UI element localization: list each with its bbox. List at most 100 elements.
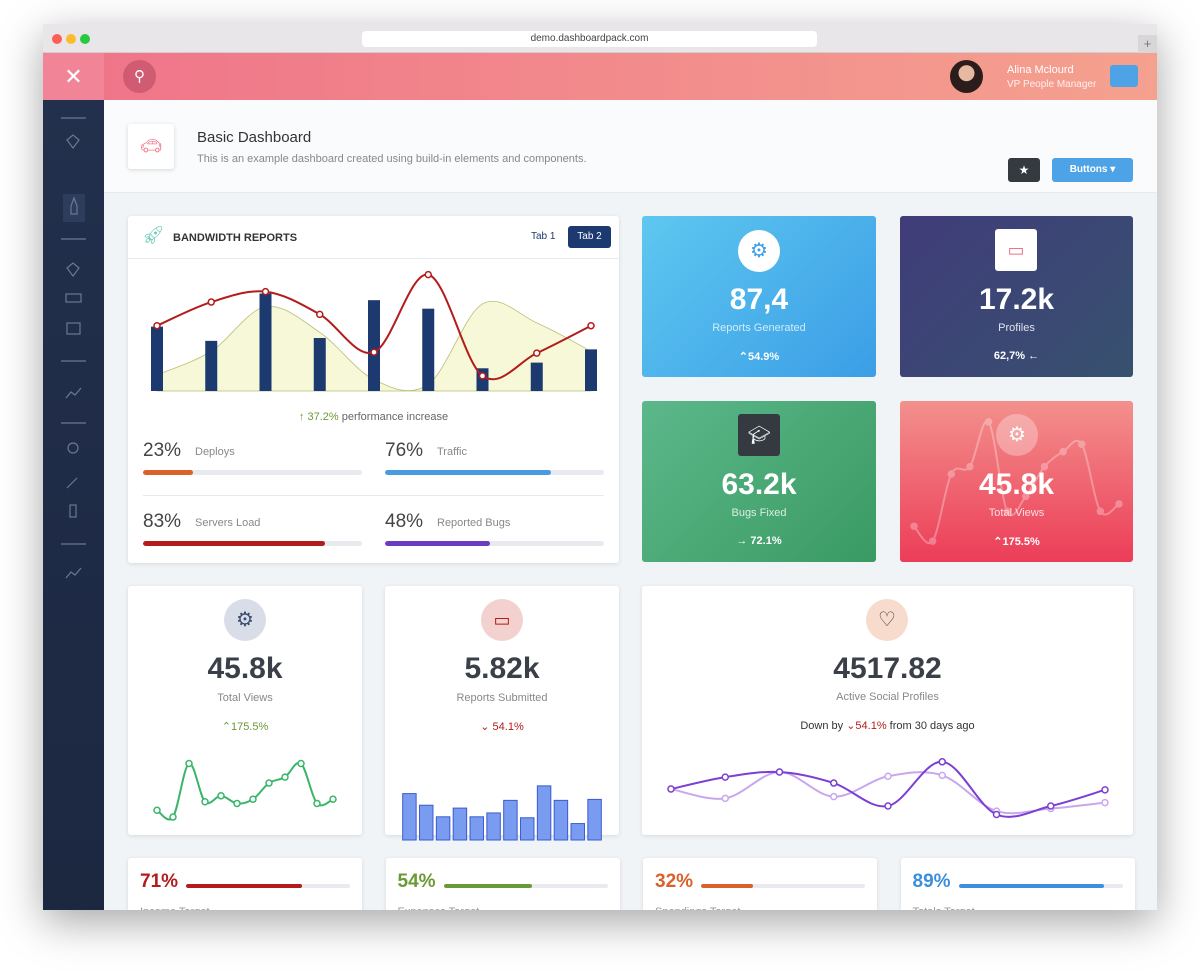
card-title: BANDWIDTH REPORTS [173,232,298,244]
target-value: 32% [655,871,694,892]
target-track [701,884,865,888]
line [156,761,334,821]
bandwidth-chart [151,270,597,392]
tile-value: 87,4 [729,283,789,316]
stat-card: ♡ 4517.82 Active Social Profiles Down by… [642,586,1133,835]
progress-track [385,470,604,475]
bar [486,812,501,841]
target-track [443,884,608,888]
bar [205,340,218,391]
point [587,321,595,330]
card-label: Reports Submitted [456,692,548,704]
progress-value: 48% [385,511,424,532]
point [265,779,273,787]
star-button[interactable]: ★ [1008,158,1040,182]
tile-label: Profiles [998,322,1035,334]
tile-change-value: 54.9% [748,351,780,363]
point [1047,802,1055,810]
point [667,785,675,793]
point [316,310,324,319]
bar [419,804,434,841]
point [424,270,432,279]
tile-change-value: 175.5% [1002,536,1040,548]
arrow-icon: ⌃ [738,351,748,363]
point [1101,786,1109,794]
max-dot[interactable] [80,34,90,44]
point [297,759,305,768]
point [992,810,1001,819]
card-header [128,216,619,259]
avatar[interactable] [950,60,983,93]
progress-label: Traffic [437,446,467,458]
target-label: Income Target [140,906,210,910]
min-dot[interactable] [66,34,76,44]
sidebar [43,100,104,910]
card-icon: ▭ [481,599,523,641]
point [938,758,946,766]
change-suffix: from 30 days ago [889,720,975,732]
url-field[interactable]: demo.dashboardpack.com [362,31,817,47]
tile-change: ⌃175.5% [900,535,1133,548]
new-tab[interactable]: + [1138,35,1157,53]
point [329,795,337,803]
target-bar [701,884,754,888]
point [830,779,838,787]
point [233,799,241,808]
point [1096,507,1105,516]
calendar-button[interactable] [1110,65,1138,87]
point [830,792,838,801]
change-prefix: Down by [800,720,844,732]
buttons-dropdown[interactable]: Buttons ▾ [1052,158,1133,182]
line [913,420,1120,545]
card-icon: ⚙ [224,599,266,641]
tile-icon: ▭ [995,229,1037,271]
trend-value: 37.2% [307,411,339,423]
arrow-icon: ← [1028,350,1040,362]
bar [452,807,468,841]
top-bar: ✕ ⚲ Alina Mclourd VP People Manager [43,53,1157,100]
point [1115,500,1123,508]
card-change: Down by ⌄54.1% from 30 days ago [642,719,1133,732]
point [1040,462,1049,471]
target-track [958,884,1123,888]
card-change: ⌄ 54.1% [385,720,619,733]
tile-value: 17.2k [978,283,1055,316]
card-change-value: 175.5% [230,721,269,733]
card-value: 5.82k [464,652,540,685]
point [153,806,161,814]
target-card: 89% Totals Target [900,858,1135,910]
point [153,321,161,330]
bar [368,300,380,391]
arrow-icon: ⌄ [846,720,856,732]
point [281,773,289,781]
search-button[interactable]: ⚲ [123,60,156,93]
progress-value: 23% [143,440,182,461]
tile-value: 63.2k [721,468,797,501]
close-dot[interactable] [52,34,62,44]
tile-change: 62,7% ← [900,350,1133,362]
progress-bar [143,541,325,546]
tab[interactable]: Tab 1 [531,231,556,242]
bar [402,793,417,841]
bar [151,326,163,391]
tile-icon: 🎓︎ [738,414,780,456]
card-chart [153,759,337,821]
point [928,537,937,545]
tile-change: → 72.1% [642,535,876,547]
rocket-icon: 🚀︎ [142,225,165,245]
point [721,794,729,803]
tile-change: ⌃54.9% [642,350,876,363]
tile: 🎓︎ 63.2k Bugs Fixed → 72.1% [642,401,876,562]
point [370,348,378,356]
bar [585,349,597,391]
bar [570,823,585,841]
point [1077,440,1086,448]
target-value: 54% [397,871,436,892]
card-label: Active Social Profiles [836,691,939,703]
tab-active[interactable]: Tab 2 [568,226,611,248]
point [1003,507,1011,516]
menu-close[interactable]: ✕ [43,53,104,100]
tile-label: Bugs Fixed [731,507,787,519]
point [984,418,993,426]
progress-value: 76% [385,440,424,461]
